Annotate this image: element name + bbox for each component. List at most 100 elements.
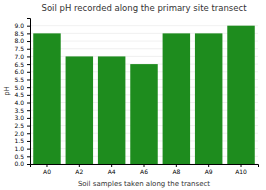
y-tick: 4.0: [14, 99, 30, 106]
grid-line: [30, 33, 258, 34]
x-tick-label: A2: [75, 168, 83, 175]
y-tick-mark: [27, 103, 30, 104]
grid-line: [30, 41, 258, 42]
grid-line: [30, 48, 258, 49]
y-tick-mark: [27, 56, 30, 57]
y-tick-label: 4.0: [14, 99, 24, 106]
y-tick-mark: [27, 110, 30, 111]
y-tick-mark: [27, 156, 30, 157]
y-tick-mark: [27, 133, 30, 134]
y-tick: 5.0: [14, 84, 30, 91]
x-tick-mark: [176, 164, 177, 167]
y-tick-mark: [27, 141, 30, 142]
grid: [30, 26, 258, 164]
bar: [195, 33, 222, 164]
y-tick-label: 7.0: [14, 53, 24, 60]
y-tick: 2.5: [14, 122, 30, 129]
bars: [33, 26, 255, 164]
x-axis: A0 A2 A4 A6 A8 A9 A10: [31, 164, 259, 175]
y-tick: 3.5: [14, 107, 30, 114]
y-tick-label: 6.5: [14, 61, 24, 68]
y-tick: 1.0: [14, 145, 30, 152]
x-axis-title: Soil samples taken along the transect: [78, 180, 210, 188]
y-tick-label: 4.5: [14, 91, 24, 98]
x-tick-label: A10: [235, 168, 247, 175]
y-tick-label: 3.0: [14, 114, 24, 121]
y-tick-mark: [27, 95, 30, 96]
x-tick-label: A4: [108, 168, 116, 175]
plot: 0.00.51.01.52.02.53.03.54.04.55.05.56.06…: [14, 19, 258, 176]
y-tick-label: 8.5: [14, 30, 24, 37]
y-tick-label: 5.0: [14, 84, 24, 91]
y-axis: 0.00.51.01.52.02.53.03.54.04.55.05.56.06…: [14, 19, 30, 168]
x-tick-label: A8: [172, 168, 180, 175]
y-tick-mark: [27, 64, 30, 65]
y-tick: 8.0: [14, 37, 30, 44]
chart: 0.00.51.01.52.02.53.03.54.04.55.05.56.06…: [0, 0, 266, 190]
y-axis-line: [27, 19, 31, 165]
bar: [163, 33, 190, 164]
x-tick: A8: [172, 164, 180, 175]
y-tick: 7.5: [14, 45, 30, 52]
grid-line: [30, 25, 258, 26]
y-tick-label: 9.0: [14, 22, 24, 29]
x-tick: A9: [205, 164, 213, 175]
y-tick: 4.5: [14, 91, 30, 98]
y-tick-mark: [27, 79, 30, 80]
x-tick: A0: [43, 164, 51, 175]
y-tick-label: 0.5: [14, 153, 24, 160]
y-tick-mark: [27, 126, 30, 127]
y-tick: 0.0: [14, 160, 30, 167]
y-tick-mark: [27, 49, 30, 50]
x-tick-label: A6: [140, 168, 148, 175]
x-tick: A10: [235, 164, 247, 175]
bar: [33, 33, 60, 164]
bar: [66, 56, 93, 164]
y-tick-label: 3.5: [14, 107, 24, 114]
y-tick: 0.5: [14, 153, 30, 160]
x-tick-mark: [144, 164, 145, 167]
y-tick: 6.0: [14, 68, 30, 75]
y-tick: 1.5: [14, 137, 30, 144]
x-tick-mark: [46, 164, 47, 167]
y-tick-mark: [27, 41, 30, 42]
y-tick-mark: [27, 87, 30, 88]
y-tick-label: 7.5: [14, 45, 24, 52]
y-tick-mark: [27, 149, 30, 150]
x-tick-label: A9: [205, 168, 213, 175]
x-tick-mark: [208, 164, 209, 167]
bar: [130, 64, 157, 164]
x-tick-label: A0: [43, 168, 51, 175]
y-tick-label: 8.0: [14, 37, 24, 44]
x-tick-mark: [111, 164, 112, 167]
grid-line: [30, 56, 258, 57]
y-tick: 2.0: [14, 130, 30, 137]
y-tick-mark: [27, 164, 30, 165]
y-tick-mark: [27, 72, 30, 73]
y-tick: 9.0: [14, 22, 30, 29]
x-tick: A6: [140, 164, 148, 175]
y-tick-label: 1.5: [14, 137, 24, 144]
y-tick: 3.0: [14, 114, 30, 121]
y-tick: 5.5: [14, 76, 30, 83]
y-tick: 6.5: [14, 61, 30, 68]
y-tick-label: 1.0: [14, 145, 24, 152]
y-tick-mark: [27, 26, 30, 27]
x-tick-mark: [241, 164, 242, 167]
x-axis-line: [31, 165, 259, 168]
y-axis-title: pH: [3, 86, 11, 96]
y-tick-label: 5.5: [14, 76, 24, 83]
bar: [227, 26, 254, 164]
x-tick-mark: [79, 164, 80, 167]
y-tick-mark: [27, 118, 30, 119]
title: Soil pH recorded along the primary site …: [41, 3, 247, 13]
y-tick: 7.0: [14, 53, 30, 60]
y-tick-label: 2.5: [14, 122, 24, 129]
y-tick-mark: [27, 33, 30, 34]
y-tick-label: 6.0: [14, 68, 24, 75]
bar: [98, 56, 125, 164]
y-tick-label: 0.0: [14, 160, 24, 167]
y-tick-label: 2.0: [14, 130, 24, 137]
x-tick: A2: [75, 164, 83, 175]
x-tick: A4: [108, 164, 116, 175]
